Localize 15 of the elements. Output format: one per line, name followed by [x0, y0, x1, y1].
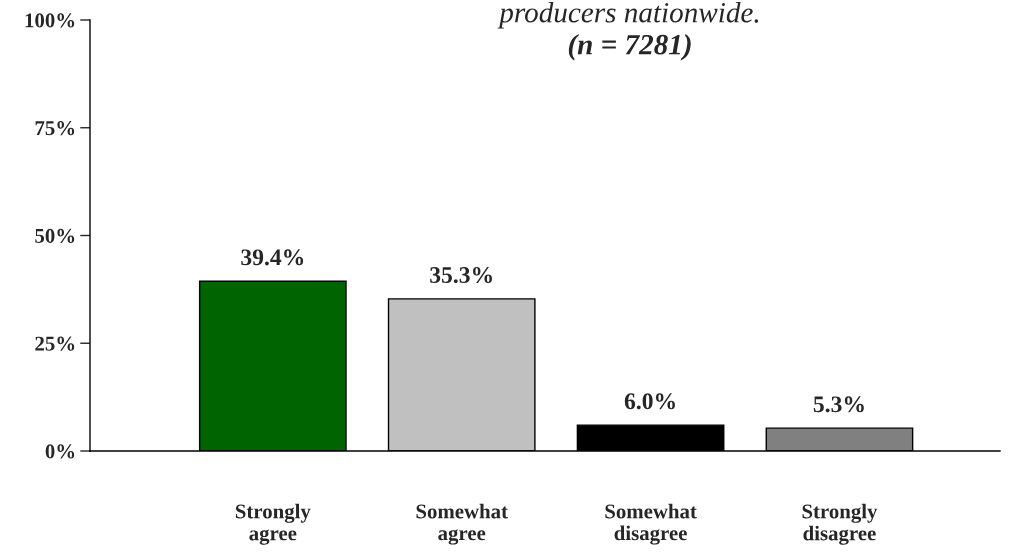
data-label: 39.4% — [241, 249, 304, 266]
data-label: 35.3% — [430, 267, 492, 284]
x-tick-label: Strongly agree — [235, 503, 311, 545]
data-label: 5.3% — [813, 396, 864, 413]
x-tick-label: Strongly disagree — [802, 503, 878, 545]
y-tick-label: 0% — [45, 444, 75, 459]
y-tick-label: 25% — [35, 336, 75, 351]
y-tick-label: 75% — [35, 121, 75, 136]
data-label: 6.0% — [624, 393, 675, 410]
y-tick-label: 100% — [25, 13, 75, 28]
chart-title: producers nationwide. — [497, 2, 759, 29]
chart-subtitle: (n = 7281) — [568, 34, 691, 61]
y-tick-label: 50% — [35, 228, 75, 243]
x-tick-label: Somewhat agree — [416, 503, 508, 545]
x-tick-label: Somewhat disagree — [605, 503, 697, 545]
